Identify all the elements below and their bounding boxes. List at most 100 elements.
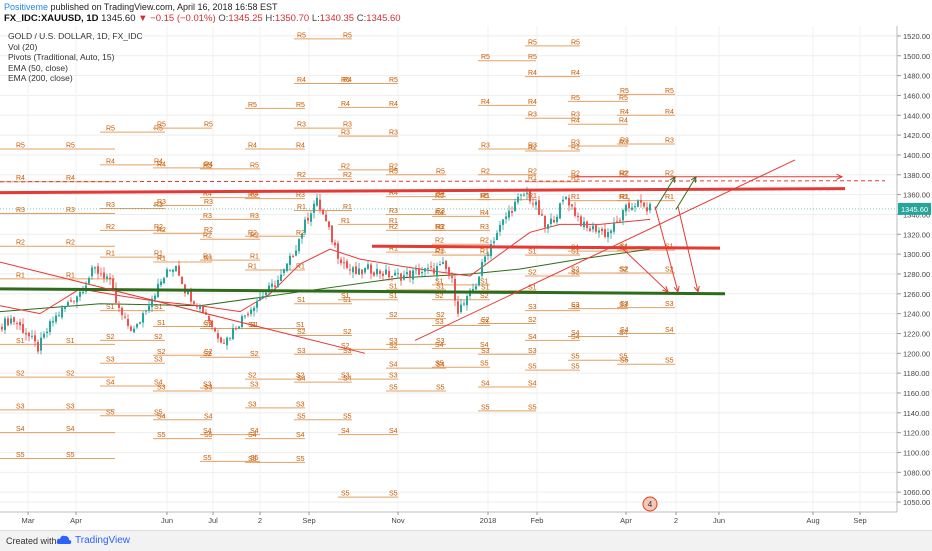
pivot-label: R4 <box>528 70 537 77</box>
candle-body <box>634 206 636 208</box>
legend-pivots[interactable]: Pivots (Traditional, Auto, 15) <box>8 52 115 63</box>
pivot-label: S3 <box>435 319 444 326</box>
candle-body <box>562 199 564 202</box>
pivot-label: S3 <box>297 348 306 355</box>
candle-body <box>352 267 354 273</box>
legend-volume[interactable]: Vol (20) <box>8 41 38 52</box>
legend-ema200[interactable]: EMA (200, close) <box>8 73 73 84</box>
pivot-label: S4 <box>389 362 398 369</box>
candle-body <box>472 289 474 292</box>
pivot-label: S1 <box>296 322 305 329</box>
pivot-label: R2 <box>297 172 306 179</box>
candle-body <box>436 266 438 276</box>
y-tick-label: 1380.00 <box>903 171 930 180</box>
pivot-label: S4 <box>154 380 163 387</box>
pivot-label: R5 <box>481 54 490 61</box>
publish-line: Positiveme published on TradingView.com,… <box>4 2 278 12</box>
candle-body <box>493 241 495 244</box>
pivot-label: R2 <box>528 168 537 175</box>
candle-body <box>43 333 45 338</box>
arrow-right-icon-head <box>836 173 844 180</box>
event-badge-icon[interactable]: 4 <box>642 496 658 512</box>
pivot-label: S3 <box>106 357 115 364</box>
pivot-label: S1 <box>481 284 490 291</box>
pivot-label: S1 <box>436 283 445 290</box>
pivot-label: R3 <box>528 112 537 119</box>
candle-body <box>265 292 267 296</box>
candle-body <box>169 270 171 272</box>
pivot-label: S4 <box>481 381 490 388</box>
pivot-label: S3 <box>528 348 537 355</box>
publisher-name[interactable]: Positiveme <box>4 2 49 12</box>
candle-body <box>145 310 147 312</box>
candle-body <box>646 207 648 212</box>
candle-body <box>103 272 105 279</box>
pivot-label: S2 <box>297 329 306 336</box>
candle-body <box>268 285 270 291</box>
last-price: 1345.60 <box>101 13 136 24</box>
candle-body <box>109 277 111 280</box>
pivot-label: R2 <box>341 163 350 170</box>
pivot-label: S1 <box>343 297 352 304</box>
pivot-label: R2 <box>571 144 580 151</box>
legend-ema50[interactable]: EMA (50, close) <box>8 62 68 73</box>
y-tick-label: 1100.00 <box>903 448 930 457</box>
pivot-label: R2 <box>620 170 629 177</box>
candle-body <box>304 219 306 233</box>
pivot-label: S3 <box>571 302 580 309</box>
pivot-label: S4 <box>248 432 257 439</box>
tradingview-logo[interactable]: TradingView <box>56 534 130 546</box>
pivot-label: S4 <box>528 334 537 341</box>
pivot-label: R1 <box>389 246 398 253</box>
candle-body <box>583 221 585 228</box>
pivot-label: S4 <box>665 327 674 334</box>
pivot-label: S2 <box>157 349 166 356</box>
pivot-label: R3 <box>341 130 350 137</box>
time-axis[interactable]: Mar Apr Jun Jul 2 Sep Nov 2018 Feb Apr 2 Jun Aug Sep <box>0 511 897 525</box>
y-tick-label: 1140.00 <box>903 409 930 418</box>
pivot-label: R3 <box>389 208 398 215</box>
pivot-label: R3 <box>66 207 75 214</box>
pivot-label: R5 <box>248 102 257 109</box>
candle-body <box>379 270 381 274</box>
pivot-label: R2 <box>619 170 628 177</box>
candle-body <box>514 201 516 211</box>
drawing-annotations[interactable] <box>0 159 886 354</box>
low-value: 1340.35 <box>319 13 355 24</box>
candle-body <box>196 305 198 308</box>
pivot-label: S2 <box>389 312 398 319</box>
candle-body <box>340 259 342 264</box>
candle-body <box>625 204 627 212</box>
candle-body <box>466 296 468 306</box>
legend-symbol[interactable]: GOLD / U.S. DOLLAR, 1D, FX_IDC <box>8 31 143 41</box>
candle-body <box>139 322 141 324</box>
pivot-label: R4 <box>297 77 306 84</box>
pivot-label: S1 <box>204 320 213 327</box>
candle-body <box>637 200 639 207</box>
pivot-label: S5 <box>571 354 580 361</box>
pivot-label: R4 <box>250 191 259 198</box>
candle-body <box>640 200 642 203</box>
candle-body <box>556 216 558 223</box>
y-tick-label: 1060.00 <box>903 488 930 497</box>
candle-body <box>607 232 609 238</box>
y-tick-label: 1340.00 <box>903 210 930 219</box>
symbol-label[interactable]: FX_IDC:XAUUSD, 1D <box>4 13 99 24</box>
y-tick-label: 1080.00 <box>903 468 930 477</box>
candle-body <box>397 273 399 275</box>
pivot-label: R1 <box>204 256 213 263</box>
candle-body <box>580 216 582 226</box>
pivot-label: R5 <box>571 95 580 102</box>
mid-resistance-line <box>371 244 721 250</box>
candle-body <box>190 291 192 302</box>
candle-body <box>160 281 162 286</box>
pivot-label: R2 <box>343 172 352 179</box>
pivot-label: S4 <box>16 426 25 433</box>
candle-body <box>280 274 282 281</box>
pivot-label: R4 <box>106 158 115 165</box>
candle-body <box>232 327 234 340</box>
candle-body <box>148 305 150 311</box>
candle-body <box>55 315 57 322</box>
